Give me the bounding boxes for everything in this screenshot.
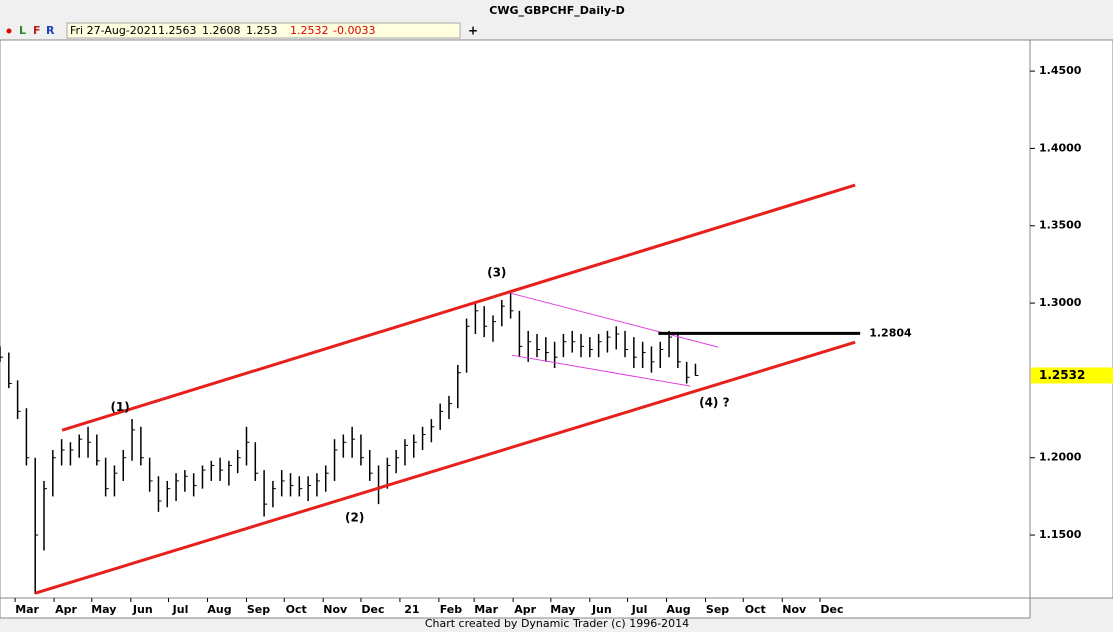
info-low: 1.253 (246, 24, 278, 37)
x-tick-label: Jul (172, 603, 189, 616)
x-tick-label: Nov (323, 603, 348, 616)
info-box (66, 22, 461, 39)
x-tick-label: Sep (706, 603, 729, 616)
toolbar-button[interactable]: R (46, 24, 55, 37)
trendline (34, 340, 856, 595)
footer: Chart created by Dynamic Trader (c) 1996… (425, 617, 689, 630)
y-tick-label: 1.3000 (1039, 296, 1082, 309)
y-tick-label: 1.3500 (1039, 219, 1082, 232)
price-axis (1029, 39, 1113, 599)
trendline (61, 183, 856, 432)
x-tick-label: Dec (361, 603, 384, 616)
y-tick-label: 1.4000 (1039, 141, 1082, 154)
info-date: Fri 27-Aug-2021 (70, 24, 158, 37)
wave-label: (1) (110, 400, 129, 414)
wave-label: (2) (345, 511, 364, 525)
toolbar-button[interactable]: L (19, 24, 26, 37)
plot-area (0, 39, 1031, 599)
level-label: 1.2804 (869, 326, 912, 339)
trendline (510, 292, 719, 348)
info-open: 1.2563 (158, 24, 197, 37)
x-tick-label: Mar (474, 603, 498, 616)
wave-label: (3) (487, 266, 506, 280)
info-change: -0.0033 (333, 24, 375, 37)
last-price-badge (1031, 367, 1113, 384)
x-tick-label: Dec (820, 603, 843, 616)
trendline (511, 354, 691, 387)
x-tick-label: Jun (591, 603, 612, 616)
x-tick-label: Mar (15, 603, 39, 616)
x-tick-label: Apr (514, 603, 536, 616)
time-axis (0, 597, 1031, 619)
y-tick-label: 1.4500 (1039, 64, 1082, 77)
y-tick-label: 1.2000 (1039, 451, 1082, 464)
x-tick-label: Aug (207, 603, 231, 616)
y-tick-label: 1.1500 (1039, 528, 1082, 541)
x-tick-label: May (550, 603, 575, 616)
x-tick-label: Oct (745, 603, 766, 616)
x-tick-label: Jul (631, 603, 648, 616)
wave-label: (4) ? (699, 396, 729, 410)
x-tick-label: 21 (404, 603, 419, 616)
x-tick-label: Nov (782, 603, 807, 616)
x-tick-label: Jun (132, 603, 153, 616)
x-tick-label: Aug (666, 603, 690, 616)
x-tick-label: Sep (247, 603, 270, 616)
x-tick-label: Oct (286, 603, 307, 616)
chart-title: CWG_GBPCHF_Daily-D (489, 4, 624, 17)
last-price-label: 1.2532 (1039, 368, 1085, 382)
toolbar-button[interactable]: F (33, 24, 41, 37)
x-tick-label: May (91, 603, 116, 616)
info-close: 1.2532 (290, 24, 329, 37)
status-dot (6, 28, 12, 34)
info-high: 1.2608 (202, 24, 241, 37)
x-tick-label: Feb (440, 603, 463, 616)
x-tick-label: Apr (55, 603, 77, 616)
add-button[interactable]: + (468, 24, 478, 38)
